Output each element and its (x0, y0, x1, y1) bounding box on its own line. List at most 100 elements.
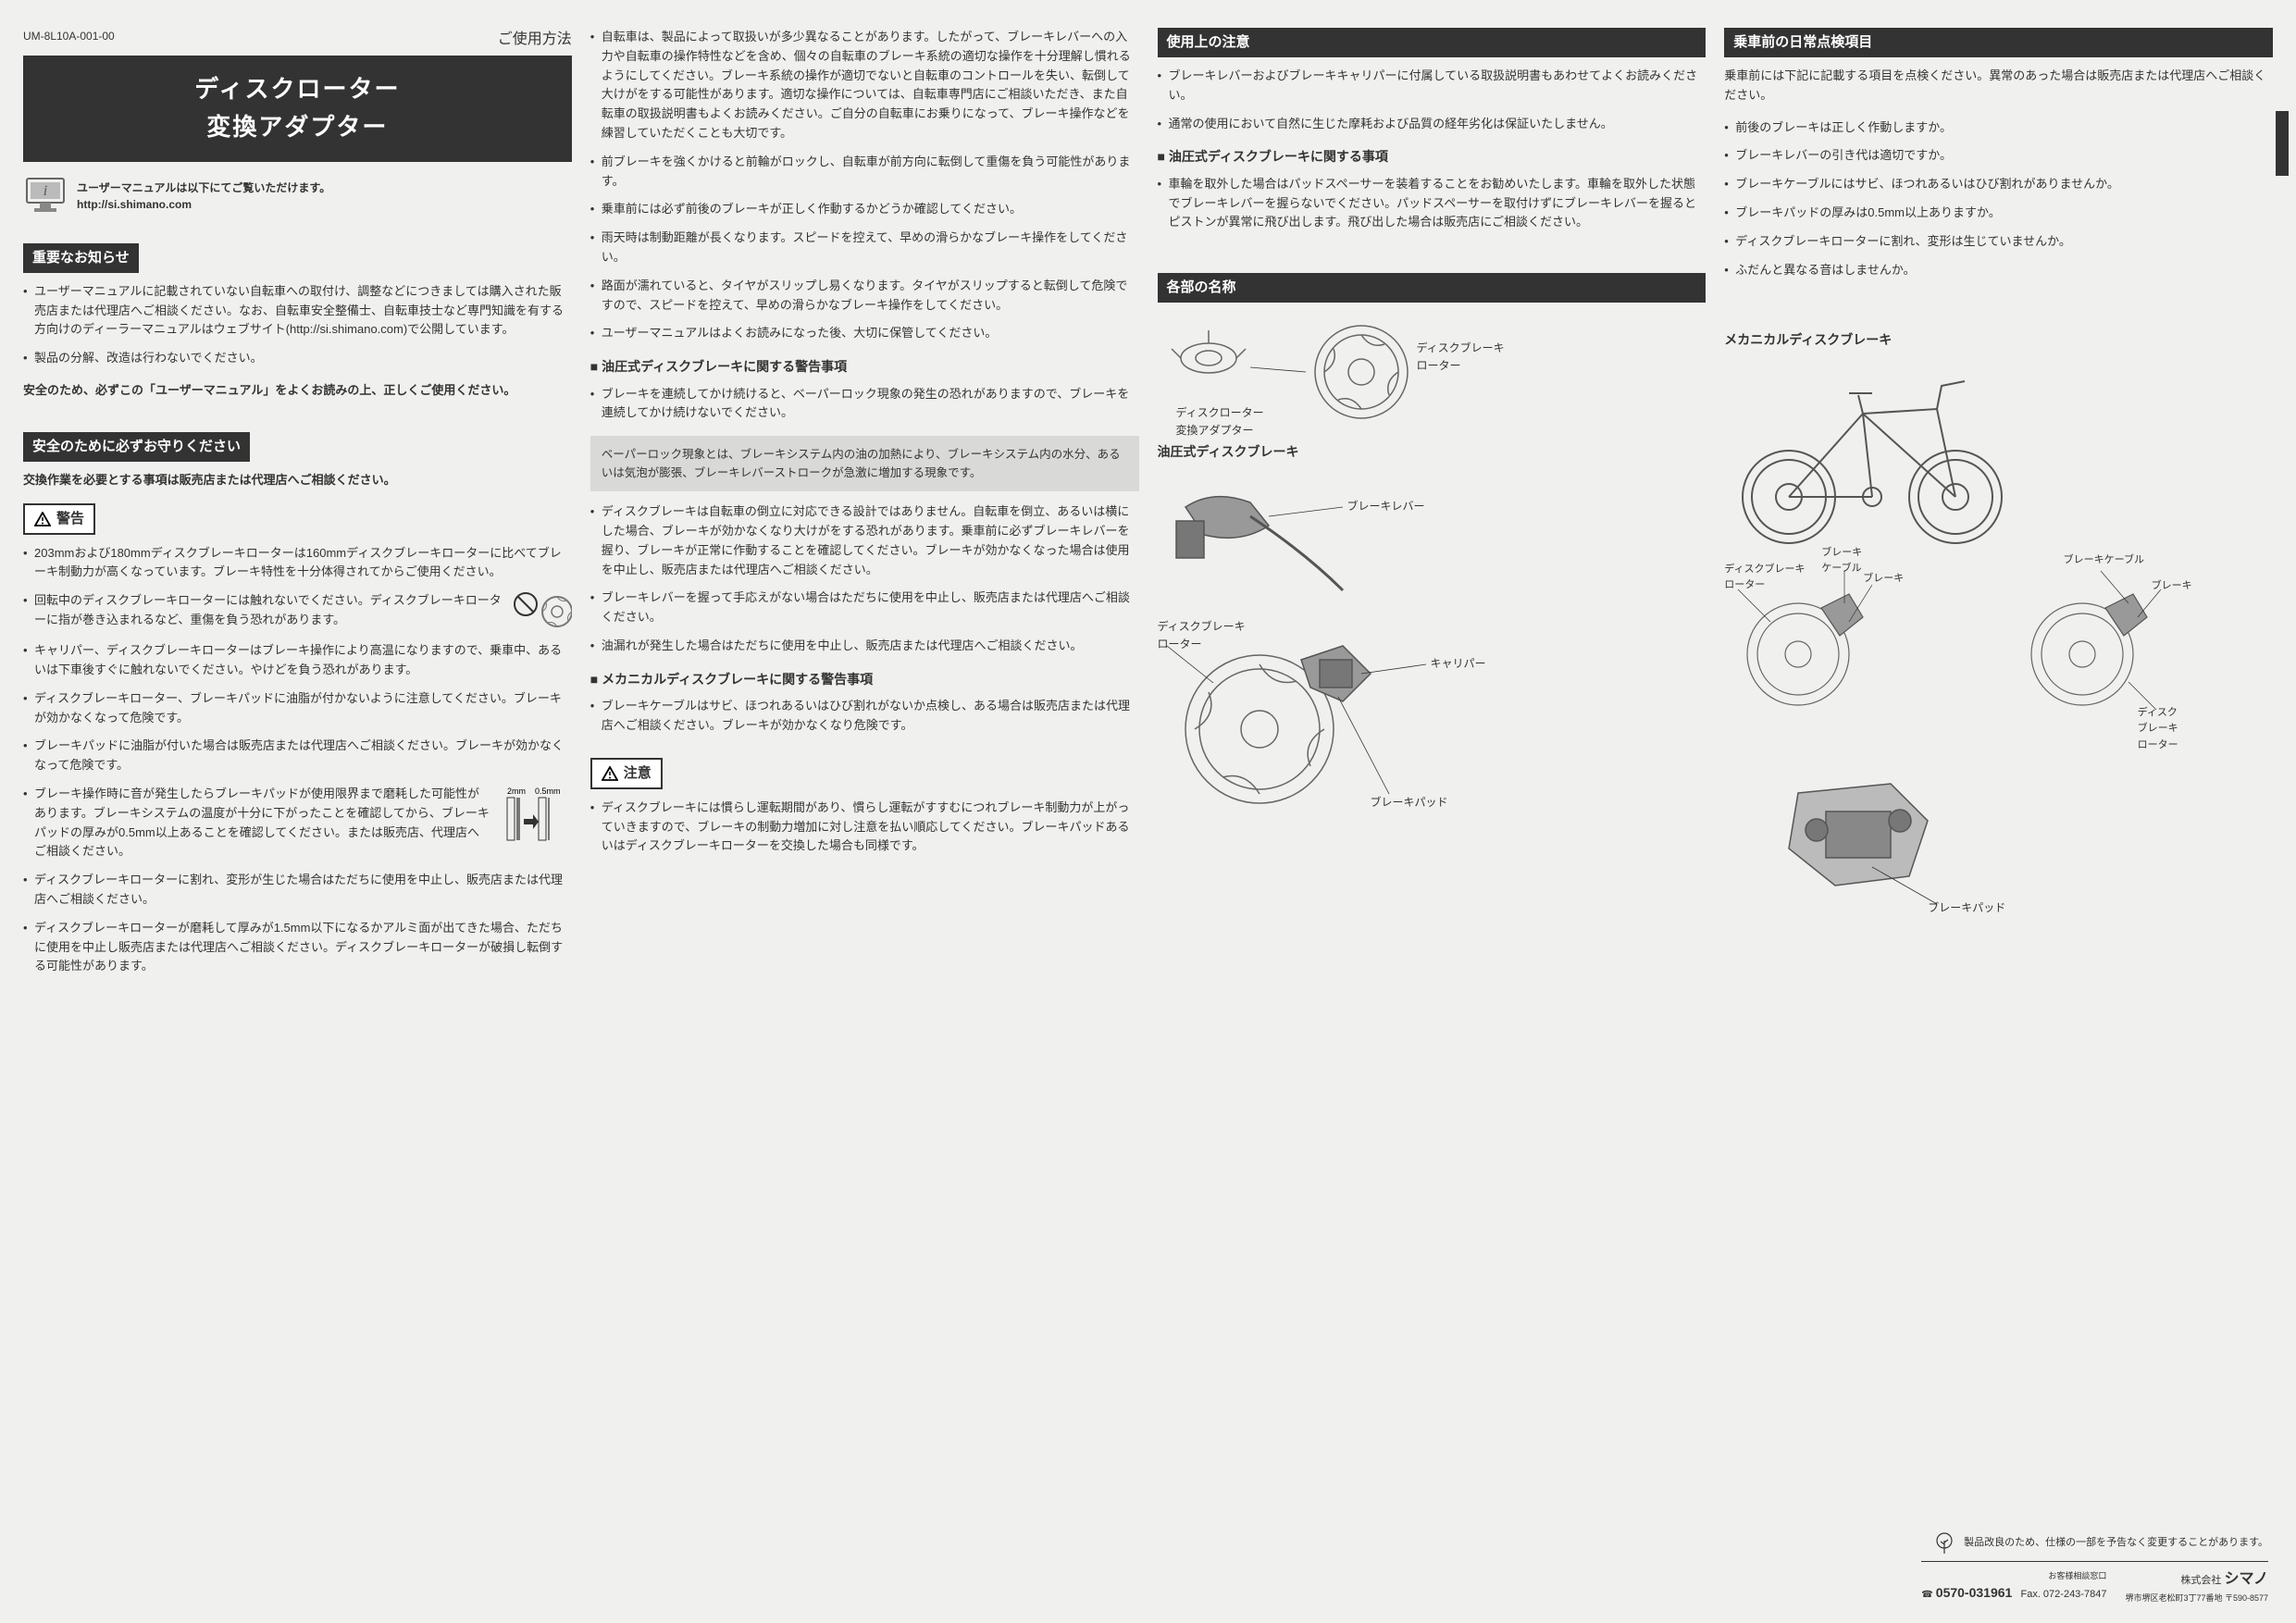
sec-important-header: 重要なお知らせ (23, 243, 139, 273)
list-item: 前ブレーキを強くかけると前輪がロックし、自転車が前方向に転倒して重傷を負う可能性… (590, 153, 1139, 192)
sub-hydraulic-warn: 油圧式ディスクブレーキに関する警告事項 (590, 356, 1139, 377)
footer-company-prefix: 株式会社 (2180, 1575, 2221, 1586)
daily-intro: 乗車前には下記に記載する項目を点検ください。異常のあった場合は販売店または代理店… (1724, 67, 2273, 105)
column-1: UM-8L10A-001-00 ご使用方法 ディスクローター 変換アダプター i… (23, 28, 572, 989)
svg-text:0.5mm: 0.5mm (535, 787, 561, 796)
footer-address: 堺市堺区老松町3丁77番地 〒590-8577 (2125, 1592, 2268, 1604)
footer-note: 製品改良のため、仕様の一部を予告なく変更することがあります。 (1964, 1535, 2268, 1552)
parts-title-hydraulic: 油圧式ディスクブレーキ (1158, 441, 1706, 462)
sub-hydraulic-notes: 油圧式ディスクブレーキに関する事項 (1158, 146, 1706, 167)
warning-list-a: 203mmおよび180mmディスクブレーキローターは160mmディスクブレーキロ… (23, 544, 572, 977)
list-item: 油漏れが発生した場合はただちに使用を中止し、販売店または代理店へご相談ください。 (590, 637, 1139, 656)
caution-list: ディスクブレーキには慣らし運転期間があり、慣らし運転がすすむにつれブレーキ制動力… (590, 799, 1139, 856)
hydraulic-warn-list-1: ブレーキを連続してかけ続けると、ベーパーロック現象の発生の恐れがありますので、ブ… (590, 385, 1139, 424)
list-item: 乗車前には必ず前後のブレーキが正しく作動するかどうか確認してください。 (590, 200, 1139, 219)
list-item: ユーザーマニュアルはよくお読みになった後、大切に保管してください。 (590, 324, 1139, 343)
label-brake-m1: ブレーキ (1863, 571, 1904, 588)
daily-item: ブレーキレバーの引き代は適切ですか。 (1724, 146, 2273, 166)
svg-text:2mm: 2mm (507, 787, 526, 796)
label-cable-m1: ブレーキ ケーブル (1821, 545, 1862, 577)
figure-hydraulic-lever: ブレーキレバー (1158, 470, 1706, 609)
footer: 製品改良のため、仕様の一部を予告なく変更することがあります。 お客様相談窓口 ☎… (1921, 1531, 2268, 1604)
caution-label: 注意 (624, 762, 652, 785)
list-item: ディスクブレーキは自転車の倒立に対応できる設計ではありません。自転車を倒立、ある… (590, 502, 1139, 579)
title-block: ディスクローター 変換アダプター (23, 56, 572, 162)
sec-daily: 乗車前の日常点検項目 (1724, 28, 2273, 57)
warning-box: 警告 (23, 503, 95, 535)
daily-item: 前後のブレーキは正しく作動しますか。 (1724, 118, 2273, 138)
manual-link-row: i ユーザーマニュアルは以下にてご覧いただけます。 http://si.shim… (23, 177, 572, 216)
pad-thickness-diagram: 2mm 0.5mm (498, 785, 572, 859)
doc-id-row: UM-8L10A-001-00 ご使用方法 (23, 28, 572, 52)
manual-link-text: ユーザーマニュアルは以下にてご覧いただけます。 http://si.shiman… (77, 180, 330, 213)
figure-hydraulic-caliper: ディスクブレーキ ローター キャリパー ブレーキパッド (1158, 609, 1706, 868)
warning-item: 203mmおよび180mmディスクブレーキローターは160mmディスクブレーキロ… (23, 544, 572, 583)
label-cable-m2: ブレーキケーブル (2064, 552, 2144, 569)
vapor-lock-box: ベーパーロック現象とは、ブレーキシステム内の油の加熱により、ブレーキシステム内の… (590, 436, 1139, 491)
warning-item: ディスクブレーキローター、ブレーキパッドに油脂が付かないように注意してください。… (23, 689, 572, 728)
label-lever: ブレーキレバー (1347, 498, 1425, 515)
figure-mech-caliper-detail: ブレーキパッド (1724, 765, 2273, 932)
warning-no-touch-text: 回転中のディスクブレーキローターには触れないでください。ディスクブレーキローター… (34, 593, 502, 626)
daily-item: ふだんと異なる音はしませんか。 (1724, 261, 2273, 280)
sec-safety-header: 安全のために必ずお守りください (23, 432, 250, 462)
list-item: 雨天時は制動距離が長くなります。スピードを控えて、早めの滑らかなブレーキ操作をし… (590, 229, 1139, 267)
usage-notes-list: ブレーキレバーおよびブレーキキャリパーに付属している取扱説明書もあわせてよくお読… (1158, 67, 1706, 133)
footer-phone: 0570-031961 (1936, 1585, 2013, 1600)
list-item: 自転車は、製品によって取扱いが多少異なることがあります。したがって、ブレーキレバ… (590, 28, 1139, 143)
footer-fax: Fax. 072-243-7847 (2020, 1589, 2106, 1600)
monitor-icon: i (23, 177, 68, 216)
tree-icon (1932, 1531, 1956, 1555)
list-item: ブレーキを連続してかけ続けると、ベーパーロック現象の発生の恐れがありますので、ブ… (590, 385, 1139, 424)
daily-item: ブレーキパッドの厚みは0.5mm以上ありますか。 (1724, 204, 2273, 223)
col2-top-list: 自転車は、製品によって取扱いが多少異なることがあります。したがって、ブレーキレバ… (590, 28, 1139, 343)
side-tab (2276, 111, 2289, 176)
warning-triangle-icon (34, 512, 51, 527)
label-rotor-m1: ディスクブレーキ ローター (1724, 562, 1805, 594)
list-item: 通常の使用において自然に生じた摩耗および品質の経年劣化は保証いたしません。 (1158, 115, 1706, 134)
list-item: ディスクブレーキには慣らし運転期間があり、慣らし運転がすすむにつれブレーキ制動力… (590, 799, 1139, 856)
usage-label: ご使用方法 (498, 28, 572, 52)
hydraulic-notes-list: 車輪を取外した場合はパッドスペーサーを装着することをお勧めいたします。車輪を取外… (1158, 175, 1706, 232)
list-item: 路面が濡れていると、タイヤがスリップし易くなります。タイヤがスリップすると転倒し… (590, 277, 1139, 316)
label-pad: ブレーキパッド (1371, 794, 1448, 812)
hydraulic-warn-list-2: ディスクブレーキは自転車の倒立に対応できる設計ではありません。自転車を倒立、ある… (590, 502, 1139, 656)
figure-adapter-rotor: ディスクローター 変換アダプター ディスクブレーキ ローター (1158, 312, 1706, 441)
warning-label: 警告 (56, 508, 84, 530)
mechanical-warn-list: ブレーキケーブルはサビ、ほつれあるいはひび割れがないか点検し、ある場合は販売店ま… (590, 697, 1139, 736)
warning-item: ブレーキパッドに油脂が付いた場合は販売店または代理店へご相談ください。ブレーキが… (23, 737, 572, 775)
manual-link-line: ユーザーマニュアルは以下にてご覧いただけます。 (77, 180, 330, 196)
footer-company: シマノ (2224, 1571, 2268, 1587)
parts-title-mechanical: メカニカルディスクブレーキ (1724, 329, 2273, 350)
label-adapter: ディスクローター 変換アダプター (1176, 404, 1264, 440)
list-item: 車輪を取外した場合はパッドスペーサーを装着することをお勧めいたします。車輪を取外… (1158, 175, 1706, 232)
important-bold: 安全のため、必ずこの「ユーザーマニュアル」をよくお読みの上、正しくご使用ください… (23, 381, 572, 401)
list-item: ブレーキケーブルはサビ、ほつれあるいはひび割れがないか点検し、ある場合は販売店ま… (590, 697, 1139, 736)
label-pad-m: ブレーキパッド (1928, 899, 2005, 917)
important-item: ユーザーマニュアルに記載されていない自転車への取付け、調整などにつきましては購入… (23, 282, 572, 340)
figure-mech-rotor-2: ブレーキケーブル ブレーキ ディスク ブレーキ ローター (2008, 562, 2273, 747)
warning-item: 回転中のディスクブレーキローターには触れないでください。ディスクブレーキローター… (23, 591, 572, 632)
label-rotor: ディスクブレーキ ローター (1417, 340, 1505, 375)
column-4: 乗車前の日常点検項目 乗車前には下記に記載する項目を点検ください。異常のあった場… (1724, 28, 2273, 989)
title-line-1: ディスクローター (32, 70, 563, 109)
daily-list: 前後のブレーキは正しく作動しますか。 ブレーキレバーの引き代は適切ですか。 ブレ… (1724, 118, 2273, 280)
figure-bicycle (1724, 358, 2273, 562)
important-item: 製品の分解、改造は行わないでください。 (23, 349, 572, 368)
warning-item: ディスクブレーキローターが磨耗して厚みが1.5mm以下になるかアルミ面が出てきた… (23, 919, 572, 976)
sub-mechanical-warn: メカニカルディスクブレーキに関する警告事項 (590, 669, 1139, 689)
daily-item: ブレーキケーブルにはサビ、ほつれあるいはひび割れがありませんか。 (1724, 175, 2273, 194)
list-item: ブレーキレバーを握って手応えがない場合はただちに使用を中止し、販売店または代理店… (590, 588, 1139, 627)
column-3: 使用上の注意 ブレーキレバーおよびブレーキキャリパーに付属している取扱説明書もあ… (1158, 28, 1706, 989)
label-brake-m2: ブレーキ (2152, 578, 2192, 595)
list-item: ブレーキレバーおよびブレーキキャリパーに付属している取扱説明書もあわせてよくお読… (1158, 67, 1706, 105)
doc-id: UM-8L10A-001-00 (23, 28, 115, 52)
warning-item: ディスクブレーキローターに割れ、変形が生じた場合はただちに使用を中止し、販売店ま… (23, 871, 572, 910)
sec-parts: 各部の名称 (1158, 273, 1706, 303)
caution-triangle-icon (602, 766, 618, 781)
column-2: 自転車は、製品によって取扱いが多少異なることがあります。したがって、ブレーキレバ… (590, 28, 1139, 989)
label-caliper: キャリパー (1431, 655, 1486, 673)
warning-pad-text: ブレーキ操作時に音が発生したらブレーキパッドが使用限界まで磨耗した可能性がありま… (34, 787, 490, 858)
caution-box: 注意 (590, 758, 663, 789)
footer-contact-label: お客様相談窓口 (1921, 1569, 2106, 1582)
